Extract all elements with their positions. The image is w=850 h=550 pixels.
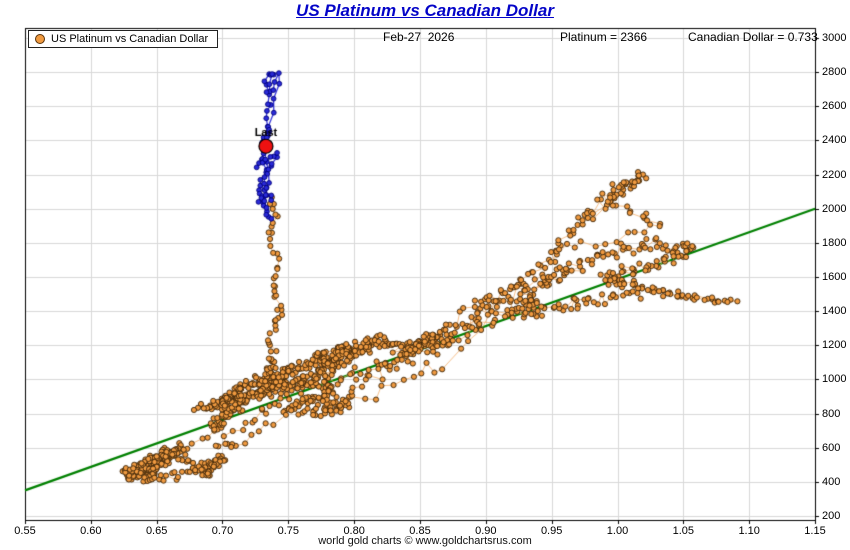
x-tick-label: 0.80	[343, 525, 365, 537]
footer-caption: world gold charts © www.goldchartsrus.co…	[318, 535, 532, 547]
x-tick-label: 1.05	[672, 525, 695, 537]
y-tick-label: 600	[822, 441, 841, 454]
x-tick-label: 0.95	[540, 525, 563, 537]
x-tick-label: 0.60	[80, 525, 102, 537]
x-tick-label: 0.65	[145, 525, 168, 537]
legend-label: US Platinum vs Canadian Dollar	[51, 33, 209, 45]
y-tick-label: 2200	[822, 168, 847, 181]
x-tick-label: 0.90	[475, 525, 497, 537]
legend: US Platinum vs Canadian Dollar	[28, 30, 219, 48]
x-tick-label: 0.55	[14, 525, 36, 537]
y-tick-label: 2400	[822, 134, 847, 147]
legend-marker-icon	[35, 34, 45, 44]
x-tick-label: 1.00	[606, 525, 629, 537]
y-tick-label: 2600	[822, 100, 847, 113]
y-tick-label: 1200	[822, 339, 847, 352]
y-tick-label: 800	[822, 407, 841, 420]
x-tick-label: 0.85	[409, 525, 431, 537]
y-tick-label: 3000	[822, 32, 847, 44]
x-tick-label: 1.10	[738, 525, 760, 537]
y-tick-label: 1400	[822, 305, 847, 318]
header-cad-value: Canadian Dollar = 0.733	[688, 30, 818, 44]
y-tick-label: 400	[822, 475, 841, 488]
header-platinum-value: Platinum = 2366	[560, 30, 648, 44]
header-date: Feb-27 2026	[383, 30, 455, 44]
y-tick-label: 200	[822, 510, 841, 522]
x-tick-label: 0.75	[277, 525, 300, 537]
y-tick-label: 1600	[822, 271, 847, 283]
x-tick-label: 0.70	[211, 525, 234, 537]
y-tick-label: 1800	[822, 236, 847, 249]
y-tick-label: 1000	[822, 373, 847, 386]
page-title: US Platinum vs Canadian Dollar	[296, 1, 554, 20]
y-tick-label: 2000	[822, 202, 847, 215]
y-tick-label: 2800	[822, 66, 847, 79]
x-tick-label: 1.15	[804, 525, 826, 537]
